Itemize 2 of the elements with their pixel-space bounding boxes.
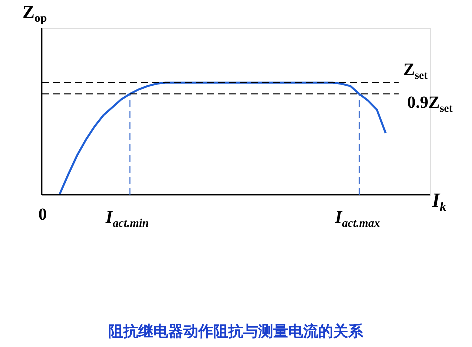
x-tick-label: 0: [38, 205, 48, 224]
text: 阻抗继电器动作阻抗与测量电流的关系: [108, 322, 364, 341]
